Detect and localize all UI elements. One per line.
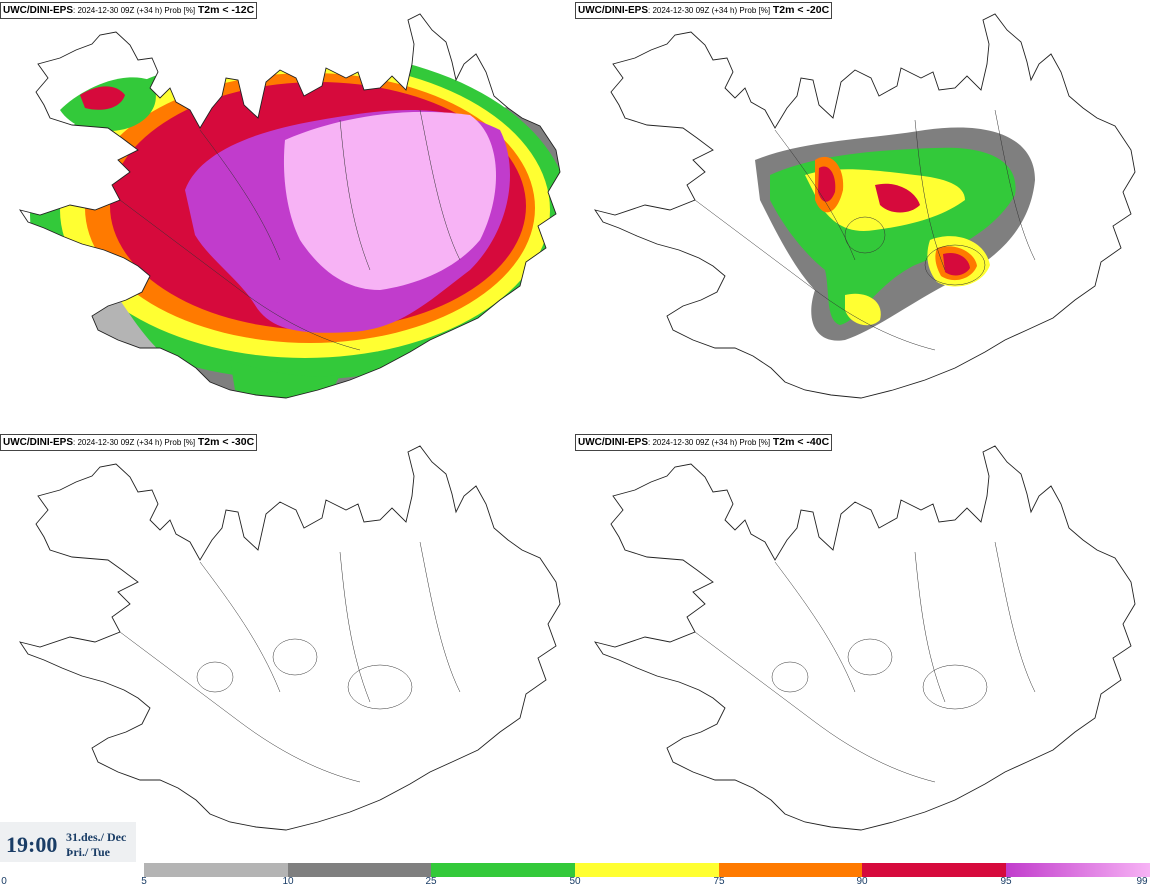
valid-date-line2: Þri./ Tue bbox=[66, 845, 111, 859]
threshold-label: T2m < -20C bbox=[772, 4, 830, 16]
valid-time: 19:00 bbox=[6, 832, 58, 857]
colorbar-tick: 0 bbox=[1, 876, 7, 887]
run-info: : 2024-12-30 09Z (+34 h) Prob [%] bbox=[648, 6, 771, 15]
map-panel-t2m-minus12: UWC/DINI-EPS: 2024-12-30 09Z (+34 h) Pro… bbox=[0, 0, 575, 432]
valid-date: 31.des./ Dec Þri./ Tue bbox=[66, 830, 126, 860]
colorbar-segment-5-10 bbox=[144, 863, 288, 877]
valid-time-box: 19:00 31.des./ Dec Þri./ Tue bbox=[0, 822, 136, 862]
colorbar-tick: 10 bbox=[282, 876, 294, 887]
probability-map bbox=[19, 13, 561, 399]
colorbar-segment-10-25 bbox=[288, 863, 431, 877]
colorbar-tick: 90 bbox=[856, 876, 868, 887]
model-name: UWC/DINI-EPS bbox=[578, 437, 648, 448]
colorbar-tick: 25 bbox=[425, 876, 437, 887]
colorbar-tick: 75 bbox=[713, 876, 725, 887]
threshold-label: T2m < -30C bbox=[197, 436, 255, 448]
panel-title: UWC/DINI-EPS: 2024-12-30 09Z (+34 h) Pro… bbox=[575, 434, 833, 451]
colorbar-tick: 95 bbox=[1000, 876, 1012, 887]
map-panel-t2m-minus30: UWC/DINI-EPS: 2024-12-30 09Z (+34 h) Pro… bbox=[0, 432, 575, 864]
threshold-label: T2m < -12C bbox=[197, 4, 255, 16]
threshold-label: T2m < -40C bbox=[772, 436, 830, 448]
colorbar-segment-95-99 bbox=[1006, 863, 1150, 877]
map-panel-t2m-minus20: UWC/DINI-EPS: 2024-12-30 09Z (+34 h) Pro… bbox=[575, 0, 1150, 432]
run-info: : 2024-12-30 09Z (+34 h) Prob [%] bbox=[648, 438, 771, 447]
colorbar-segment-75-90 bbox=[719, 863, 862, 877]
model-name: UWC/DINI-EPS bbox=[578, 5, 648, 16]
panel-title: UWC/DINI-EPS: 2024-12-30 09Z (+34 h) Pro… bbox=[575, 2, 833, 19]
probability-map bbox=[19, 445, 561, 831]
probability-map bbox=[594, 13, 1136, 399]
valid-date-line1: 31.des./ Dec bbox=[66, 830, 127, 844]
map-panel-t2m-minus40: UWC/DINI-EPS: 2024-12-30 09Z (+34 h) Pro… bbox=[575, 432, 1150, 864]
run-info: : 2024-12-30 09Z (+34 h) Prob [%] bbox=[73, 438, 196, 447]
model-name: UWC/DINI-EPS bbox=[3, 437, 73, 448]
colorbar-tick: 50 bbox=[569, 876, 581, 887]
colorbar-segment-90-95 bbox=[862, 863, 1006, 877]
colorbar-segment-50-75 bbox=[575, 863, 719, 877]
panel-title: UWC/DINI-EPS: 2024-12-30 09Z (+34 h) Pro… bbox=[0, 2, 258, 19]
colorbar-tick: 5 bbox=[141, 876, 147, 887]
panel-title: UWC/DINI-EPS: 2024-12-30 09Z (+34 h) Pro… bbox=[0, 434, 258, 451]
colorbar-segment-25-50 bbox=[431, 863, 575, 877]
colorbar-tick: 99 bbox=[1136, 876, 1148, 887]
probability-map bbox=[594, 445, 1136, 831]
run-info: : 2024-12-30 09Z (+34 h) Prob [%] bbox=[73, 6, 196, 15]
model-name: UWC/DINI-EPS bbox=[3, 5, 73, 16]
